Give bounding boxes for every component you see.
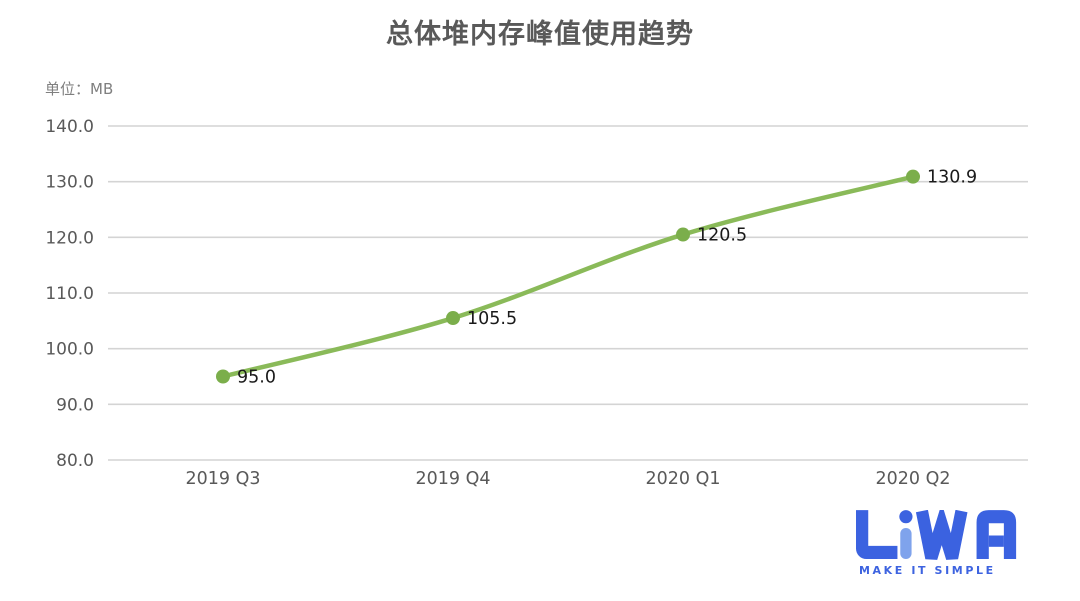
data-point: [676, 227, 690, 242]
x-tick-label: 2020 Q1: [645, 469, 720, 489]
liwa-logo-icon: [856, 510, 1017, 560]
y-tick-label: 80.0: [56, 451, 94, 471]
data-point-label: 95.0: [237, 368, 276, 388]
brand-logo: MAKE IT SIMPLE: [852, 510, 1022, 577]
logo-letter-a-crossbar: [988, 535, 1004, 547]
y-tick-label: 100.0: [45, 340, 94, 360]
x-tick-label: 2019 Q4: [415, 469, 490, 489]
y-tick-label: 130.0: [45, 173, 94, 193]
data-point: [216, 369, 230, 384]
logo-letter-i-dot: [899, 510, 913, 524]
data-point-label: 105.5: [467, 309, 517, 329]
logo-letter-w: [915, 510, 968, 560]
x-tick-label: 2020 Q2: [875, 469, 950, 489]
brand-tagline: MAKE IT SIMPLE: [859, 564, 996, 577]
logo-letter-i-stem: [900, 527, 912, 560]
chart-title: 总体堆内存峰值使用趋势: [386, 19, 694, 50]
y-tick-label: 140.0: [45, 117, 94, 137]
y-tick-label: 90.0: [56, 395, 94, 415]
data-point-label: 130.9: [927, 168, 977, 188]
y-tick-label: 120.0: [45, 228, 94, 248]
trend-line: [222, 174, 914, 379]
data-point-label: 120.5: [697, 226, 747, 246]
unit-label: 单位：MB: [45, 80, 114, 98]
y-tick-label: 110.0: [45, 284, 94, 304]
data-point: [446, 311, 460, 326]
data-point: [906, 169, 920, 184]
logo-letter-a: [976, 510, 1017, 560]
x-tick-label: 2019 Q3: [185, 469, 260, 489]
logo-letter-l: [856, 510, 898, 560]
